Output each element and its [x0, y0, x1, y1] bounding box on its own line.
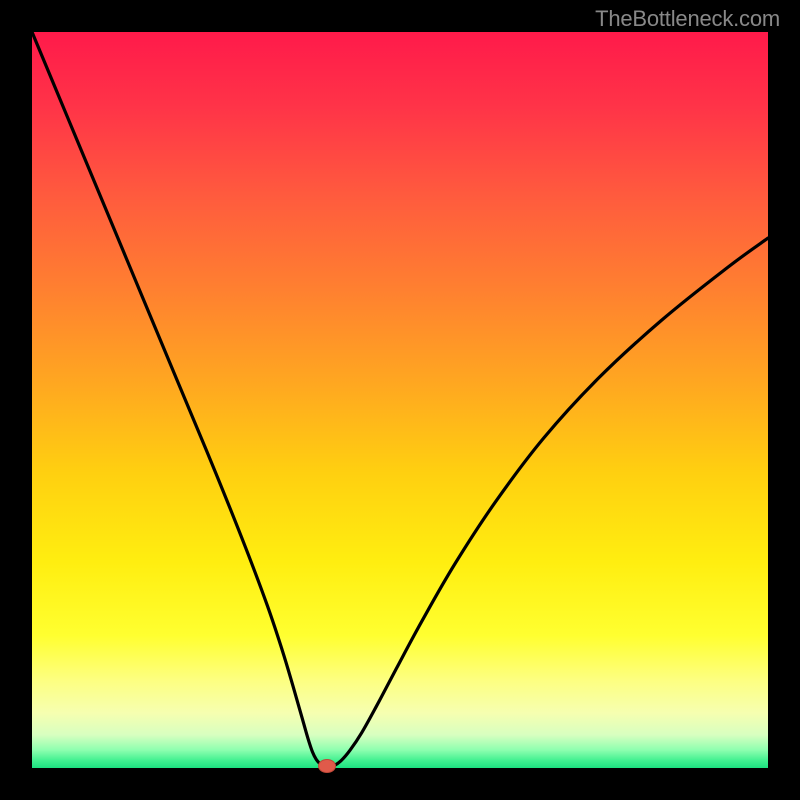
watermark-text: TheBottleneck.com [595, 6, 780, 32]
optimal-point-marker [318, 759, 336, 773]
plot-area [32, 32, 768, 768]
chart-frame: TheBottleneck.com [0, 0, 800, 800]
